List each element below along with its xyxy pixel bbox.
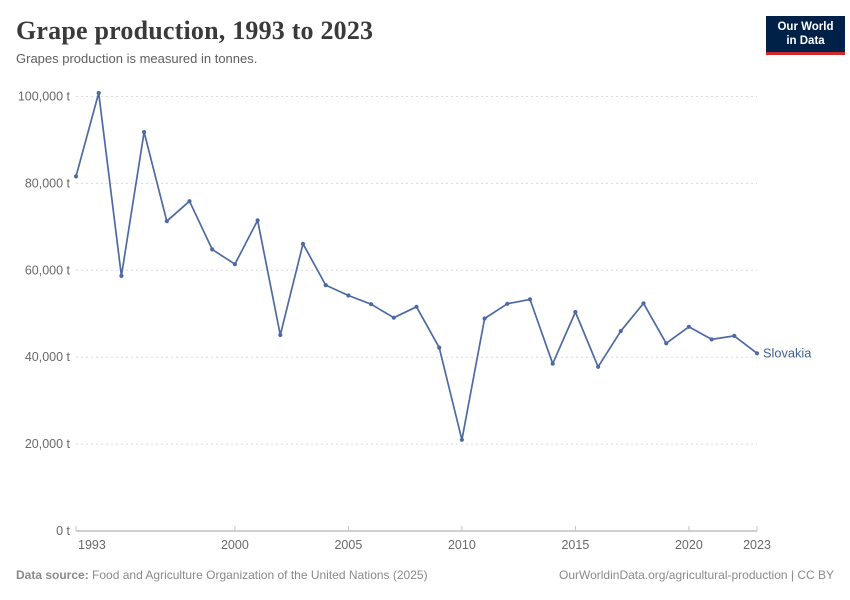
svg-text:100,000 t: 100,000 t [18,90,71,104]
gridlines [76,96,757,445]
chart-footer: Data source: Food and Agriculture Organi… [16,568,834,582]
series-line-slovakia[interactable] [73,90,760,442]
license-link[interactable]: OurWorldinData.org/agricultural-producti… [559,568,834,582]
chart-subtitle: Grapes production is measured in tonnes. [16,51,258,66]
data-source-label: Data source: [16,568,89,582]
x-axis: 1993 2000 2005 2010 2015 2020 2023 [75,526,771,552]
svg-text:0 t: 0 t [56,524,70,538]
svg-text:2020: 2020 [675,538,703,552]
owid-logo-line2: in Data [786,35,825,48]
data-source-text: Food and Agriculture Organization of the… [88,568,428,582]
svg-text:2000: 2000 [221,538,249,552]
owid-url-link[interactable]: OurWorldinData.org/agricultural-producti… [558,568,834,582]
page-title: Grape production, 1993 to 2023 [16,16,374,45]
svg-text:2015: 2015 [561,538,589,552]
svg-text:1993: 1993 [78,538,106,552]
svg-text:2005: 2005 [334,538,362,552]
svg-text:40,000 t: 40,000 t [25,350,71,364]
owid-logo[interactable]: Our World in Data [766,16,845,55]
svg-text:2023: 2023 [743,538,771,552]
data-source-note: Data source: Food and Agriculture Organi… [16,568,428,582]
svg-text:60,000 t: 60,000 t [25,263,71,277]
series-end-label[interactable]: Slovakia [763,345,812,360]
svg-text:2010: 2010 [448,538,476,552]
svg-text:80,000 t: 80,000 t [25,176,71,190]
owid-logo-line1: Our World [777,21,834,33]
y-axis-labels: 0 t 20,000 t 40,000 t 60,000 t 80,000 t 100,0… [18,90,71,539]
svg-text:20,000 t: 20,000 t [25,437,71,451]
